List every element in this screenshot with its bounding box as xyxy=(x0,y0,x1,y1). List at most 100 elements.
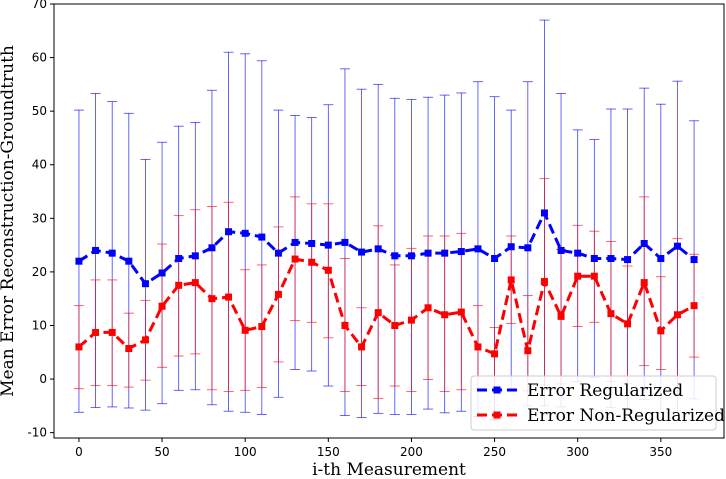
series-lines-layer xyxy=(77,211,696,356)
y-tick-label: -10 xyxy=(27,426,47,440)
data-point-regularized xyxy=(624,256,632,264)
y-tick-label: 70 xyxy=(32,0,47,11)
y-axis-label: Mean Error Reconstruction-Groundtruth xyxy=(0,45,18,397)
data-point-regularized xyxy=(175,255,183,263)
series-line-regularized xyxy=(78,211,696,286)
data-point-regularized xyxy=(274,249,282,257)
legend-label: Error Regularized xyxy=(527,381,683,401)
data-point-non-regularized xyxy=(424,304,432,312)
data-point-non-regularized xyxy=(208,295,216,303)
data-point-regularized xyxy=(574,249,582,257)
data-point-non-regularized xyxy=(358,343,366,351)
legend-entry-error-regularized: Error Regularized xyxy=(477,381,683,401)
data-point-regularized xyxy=(358,248,366,256)
series-line-non-regularized xyxy=(77,257,695,356)
data-point-non-regularized xyxy=(690,302,698,310)
y-tick-label: 60 xyxy=(32,51,47,65)
x-tick-label: 100 xyxy=(234,445,257,459)
data-point-non-regularized xyxy=(607,310,615,318)
data-point-non-regularized xyxy=(441,311,449,319)
data-point-non-regularized xyxy=(507,276,515,284)
x-tick-label: 300 xyxy=(566,445,589,459)
data-point-regularized xyxy=(424,249,432,257)
data-point-regularized xyxy=(391,252,399,260)
data-point-regularized xyxy=(374,245,382,253)
data-point-regularized xyxy=(241,229,249,237)
x-ticks: 0 50 100 150 200 250 300 350 xyxy=(75,438,672,459)
data-point-non-regularized xyxy=(108,328,116,336)
data-point-non-regularized xyxy=(407,316,415,324)
legend-box xyxy=(470,375,717,431)
data-point-regularized xyxy=(208,244,216,252)
y-tick-label: 40 xyxy=(32,158,47,172)
errorbar-non-regularized xyxy=(655,276,666,370)
x-tick-label: 150 xyxy=(317,445,340,459)
data-point-regularized xyxy=(158,269,166,277)
data-point-non-regularized xyxy=(624,320,632,328)
data-point-non-regularized xyxy=(491,350,499,358)
data-point-non-regularized xyxy=(175,281,183,289)
x-tick-label: 0 xyxy=(75,445,83,459)
data-point-regularized xyxy=(457,248,465,256)
data-point-regularized xyxy=(92,246,100,254)
data-point-non-regularized xyxy=(457,308,465,316)
y-tick-label: 10 xyxy=(32,318,47,332)
data-point-non-regularized xyxy=(657,327,665,335)
data-point-regularized xyxy=(540,209,548,217)
data-point-regularized xyxy=(324,241,332,249)
data-point-regularized xyxy=(308,240,316,248)
data-point-regularized xyxy=(557,246,565,254)
data-point-regularized xyxy=(474,245,482,253)
data-point-regularized xyxy=(141,280,149,288)
data-point-non-regularized xyxy=(158,302,166,310)
data-point-non-regularized xyxy=(241,326,249,334)
data-point-regularized xyxy=(690,256,698,264)
data-point-regularized xyxy=(640,240,648,248)
data-point-regularized xyxy=(441,249,449,257)
data-point-regularized xyxy=(258,233,266,241)
legend-marker-swatch xyxy=(493,386,501,394)
data-point-non-regularized xyxy=(191,279,199,287)
data-point-non-regularized xyxy=(75,343,83,351)
data-point-non-regularized xyxy=(341,321,349,329)
data-point-non-regularized xyxy=(590,272,598,280)
x-tick-label: 50 xyxy=(154,445,169,459)
legend: Error Regularized Error Non-Regularized xyxy=(470,375,725,431)
data-point-non-regularized xyxy=(274,290,282,298)
data-point-regularized xyxy=(75,257,83,265)
data-point-regularized xyxy=(225,228,233,236)
data-point-non-regularized xyxy=(557,312,565,320)
data-point-non-regularized xyxy=(291,255,299,263)
data-point-regularized xyxy=(524,244,532,252)
x-axis-label: i-th Measurement xyxy=(312,460,466,479)
data-point-non-regularized xyxy=(324,266,332,274)
y-tick-label: 0 xyxy=(39,372,47,386)
data-point-regularized xyxy=(507,243,515,251)
legend-entry-error-non-regularized: Error Non-Regularized xyxy=(477,406,725,426)
data-point-regularized xyxy=(407,252,415,260)
y-ticks: -10 0 10 20 30 40 50 60 70 xyxy=(27,0,54,440)
data-point-non-regularized xyxy=(474,343,482,351)
data-point-non-regularized xyxy=(141,336,149,344)
data-point-non-regularized xyxy=(225,293,233,301)
data-point-regularized xyxy=(125,257,133,265)
legend-marker-swatch xyxy=(493,411,501,419)
data-point-regularized xyxy=(491,255,499,263)
data-point-non-regularized xyxy=(391,321,399,329)
data-point-regularized xyxy=(108,249,116,257)
plot-frame xyxy=(53,3,725,439)
data-point-non-regularized xyxy=(92,328,100,336)
data-point-non-regularized xyxy=(125,345,133,353)
y-tick-label: 50 xyxy=(32,104,47,118)
y-tick-label: 20 xyxy=(32,265,47,279)
legend-label: Error Non-Regularized xyxy=(527,406,725,426)
data-point-regularized xyxy=(191,252,199,260)
errorbars-layer xyxy=(73,19,700,421)
data-point-non-regularized xyxy=(673,311,681,319)
data-point-non-regularized xyxy=(524,347,532,355)
data-point-non-regularized xyxy=(308,258,316,266)
x-tick-label: 200 xyxy=(400,445,423,459)
data-point-non-regularized xyxy=(374,309,382,317)
data-point-non-regularized xyxy=(640,279,648,287)
data-point-regularized xyxy=(607,255,615,263)
